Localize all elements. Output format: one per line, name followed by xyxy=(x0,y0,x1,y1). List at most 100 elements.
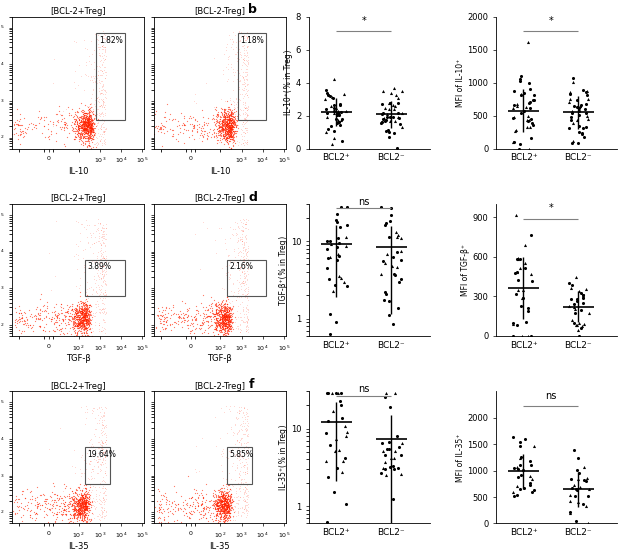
Point xyxy=(227,125,237,133)
Point xyxy=(36,113,46,122)
Point xyxy=(227,315,237,323)
Point xyxy=(218,489,228,498)
Point xyxy=(68,325,78,334)
Point xyxy=(60,311,70,320)
Point xyxy=(234,54,244,63)
Point xyxy=(80,121,90,129)
Point xyxy=(219,508,229,517)
Point xyxy=(79,299,89,308)
Point xyxy=(72,322,82,331)
Point xyxy=(80,299,90,308)
Point xyxy=(98,494,108,503)
Point xyxy=(237,237,247,246)
Point xyxy=(85,514,95,523)
Point xyxy=(98,253,108,262)
Point xyxy=(82,233,92,241)
Point xyxy=(227,115,237,124)
Point xyxy=(79,323,89,332)
Point xyxy=(64,111,74,120)
Point xyxy=(222,506,232,515)
Point xyxy=(510,87,520,95)
Point xyxy=(76,299,86,307)
Point xyxy=(222,299,232,308)
Point xyxy=(224,307,234,316)
Point xyxy=(155,501,164,510)
Point xyxy=(93,115,103,123)
Point xyxy=(80,407,90,416)
Point xyxy=(231,295,241,304)
Point xyxy=(89,120,99,128)
Point xyxy=(70,119,80,128)
Point xyxy=(239,77,249,86)
Point xyxy=(95,285,105,294)
Point xyxy=(176,491,186,500)
Point xyxy=(225,324,235,333)
Point xyxy=(216,94,226,103)
Point xyxy=(224,507,234,516)
Point xyxy=(215,315,225,324)
Point xyxy=(237,290,247,299)
Point xyxy=(80,316,90,325)
Point xyxy=(97,108,107,117)
Point xyxy=(20,318,30,327)
Point xyxy=(94,321,104,330)
Point xyxy=(83,320,93,328)
Point xyxy=(84,503,94,512)
Point xyxy=(384,296,394,305)
Point xyxy=(80,125,90,133)
Point xyxy=(243,283,253,291)
Point xyxy=(224,307,234,316)
Point xyxy=(220,495,230,504)
Point xyxy=(50,503,60,512)
Point xyxy=(232,111,242,120)
Point xyxy=(229,137,239,146)
Y-axis label: MFI of IL-10⁺: MFI of IL-10⁺ xyxy=(455,58,465,107)
Point xyxy=(94,260,104,268)
Point xyxy=(84,220,94,229)
Point xyxy=(199,504,209,512)
Point xyxy=(85,126,95,134)
Point xyxy=(76,509,86,517)
Point xyxy=(77,308,87,317)
Point xyxy=(83,516,93,525)
Point xyxy=(99,487,109,496)
Point xyxy=(237,268,247,277)
Point xyxy=(242,326,252,334)
Point xyxy=(81,321,91,329)
Point xyxy=(224,261,234,269)
Point xyxy=(80,126,90,134)
Point xyxy=(83,129,93,138)
Point xyxy=(184,114,194,122)
Point xyxy=(69,311,79,320)
Point xyxy=(75,336,85,344)
Point xyxy=(36,310,45,319)
Point xyxy=(62,308,72,317)
Point xyxy=(231,37,241,46)
Point xyxy=(72,310,82,319)
Point xyxy=(192,125,202,133)
Point xyxy=(222,323,232,332)
Point xyxy=(226,314,236,323)
Point xyxy=(234,109,244,118)
Point xyxy=(238,225,248,234)
Point xyxy=(81,496,91,505)
Point xyxy=(74,504,84,512)
Point xyxy=(83,118,93,127)
Point xyxy=(80,510,90,519)
Point xyxy=(572,96,582,105)
Point xyxy=(88,126,98,134)
Point xyxy=(83,499,93,507)
Point xyxy=(84,52,94,61)
Point xyxy=(222,505,232,514)
Point xyxy=(218,318,228,327)
Point xyxy=(222,504,232,512)
Point xyxy=(54,310,64,319)
Point xyxy=(100,285,110,294)
Point xyxy=(85,309,95,317)
Point xyxy=(151,323,161,332)
Point xyxy=(378,114,388,123)
Point xyxy=(97,82,107,90)
Point xyxy=(217,467,227,476)
Point xyxy=(87,128,97,137)
Point xyxy=(229,117,239,126)
